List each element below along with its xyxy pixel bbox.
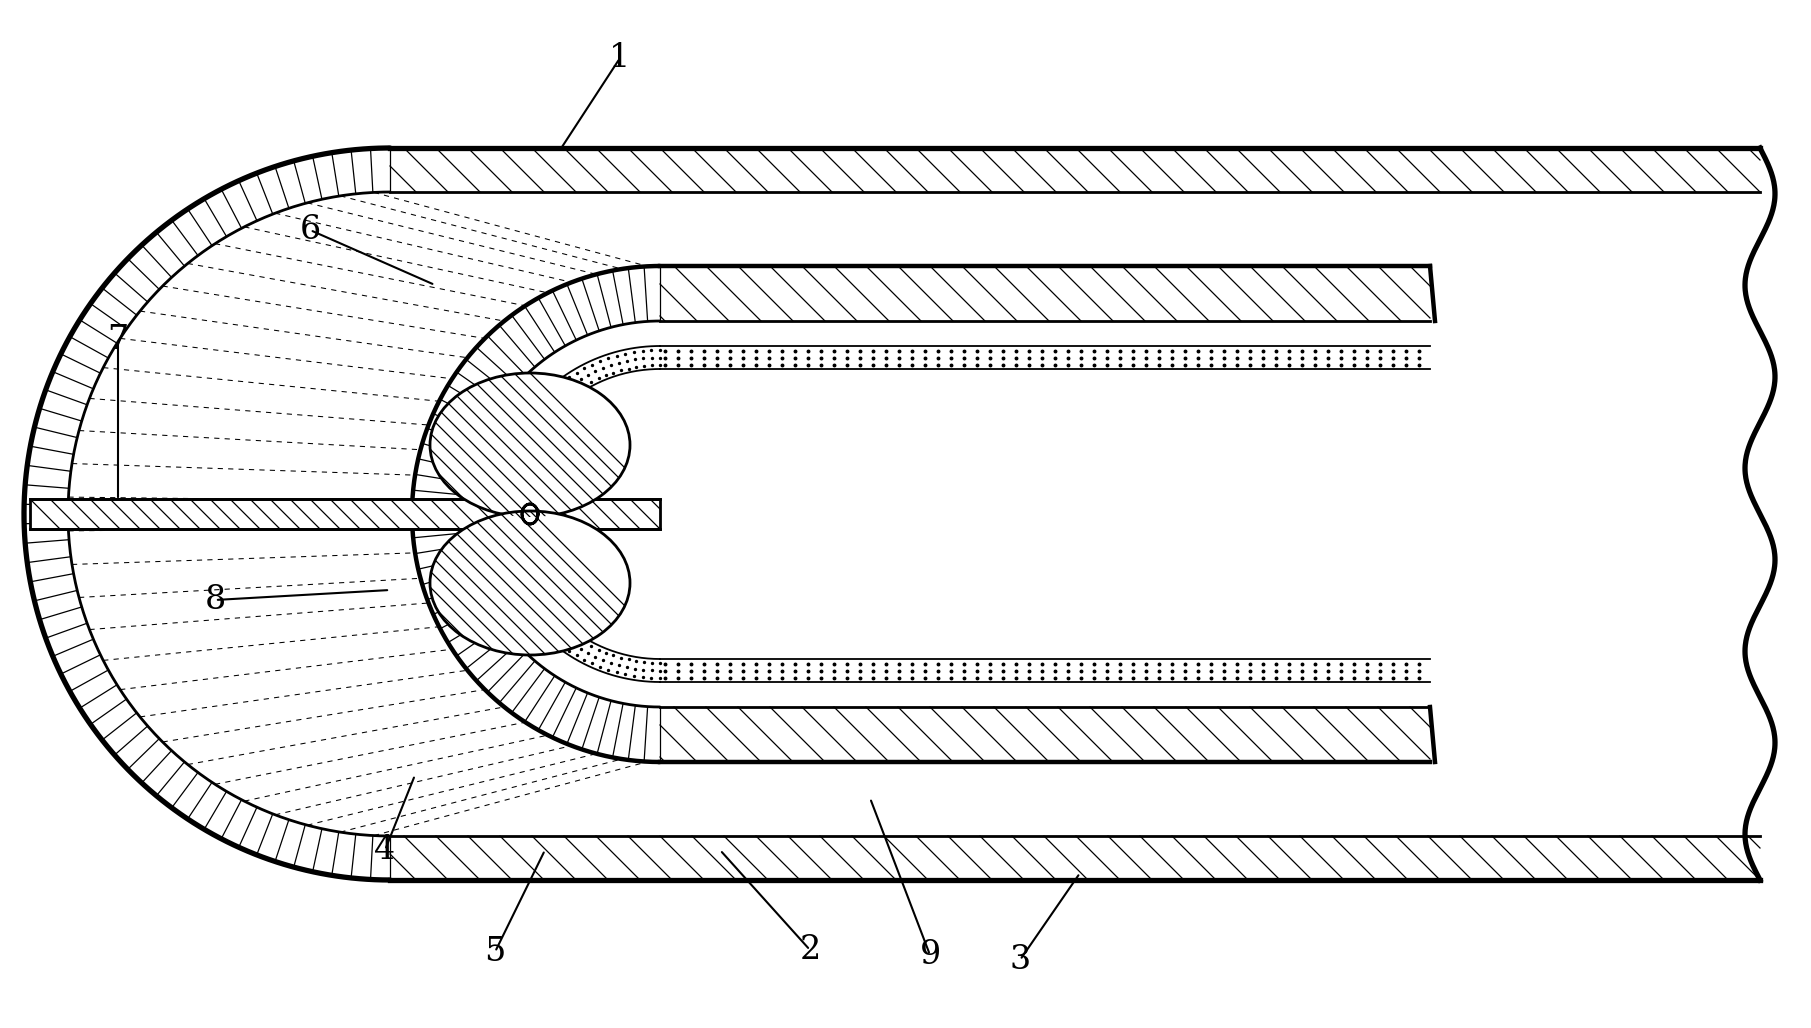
Text: 6: 6 [299,214,321,246]
Text: 4: 4 [375,834,395,866]
Text: 2: 2 [799,934,820,966]
Text: 8: 8 [205,584,226,616]
Ellipse shape [429,511,630,655]
Text: 1: 1 [608,42,630,74]
Text: 3: 3 [1009,944,1030,976]
Bar [31,499,659,529]
Ellipse shape [429,373,630,517]
Text: 5: 5 [484,937,505,968]
Text: 9: 9 [920,939,940,971]
Text: 7: 7 [107,324,129,356]
